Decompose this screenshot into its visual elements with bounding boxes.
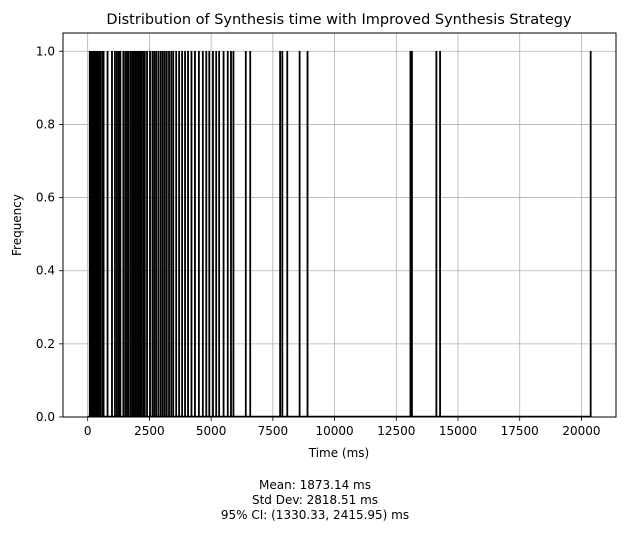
histogram-bar — [286, 50, 289, 418]
histogram-bar — [215, 50, 218, 418]
histogram-bar — [226, 50, 229, 418]
histogram-bars — [87, 50, 592, 418]
statistics-summary: Mean: 1873.14 ms Std Dev: 2818.51 ms 95%… — [0, 478, 630, 523]
histogram-bar — [184, 50, 186, 418]
y-tick-label: 0.4 — [36, 264, 55, 278]
plot-frame — [62, 32, 617, 418]
histogram-bar — [439, 50, 441, 418]
histogram-bar — [129, 50, 132, 418]
histogram-bar — [279, 50, 282, 418]
histogram-bar — [135, 50, 138, 418]
y-tick-label: 0.6 — [36, 191, 55, 205]
histogram-bar — [124, 50, 127, 418]
histogram-bar — [172, 50, 175, 418]
histogram-bar — [165, 50, 168, 418]
histogram-bar — [175, 50, 178, 418]
histogram-bar — [137, 50, 140, 418]
x-tick-label: 7500 — [258, 424, 289, 438]
y-tick-label: 0.0 — [36, 410, 55, 424]
histogram-bar — [190, 50, 193, 418]
x-tick-label: 5000 — [196, 424, 227, 438]
x-tick-label: 17500 — [501, 424, 539, 438]
y-tick-label: 1.0 — [36, 44, 55, 58]
histogram-bar — [589, 50, 592, 418]
histogram-bar — [181, 50, 184, 418]
histogram-bar — [114, 50, 116, 418]
x-tick-label: 2500 — [134, 424, 165, 438]
histogram-bar — [126, 50, 128, 418]
histogram-bar — [122, 50, 125, 418]
x-tick-label: 10000 — [315, 424, 353, 438]
histogram-bar — [91, 50, 93, 418]
x-tick-label: 0 — [84, 424, 92, 438]
histogram-bar — [249, 50, 252, 418]
histogram-bar — [178, 50, 181, 418]
y-tick-label: 0.2 — [36, 337, 55, 351]
histogram-bar — [187, 50, 189, 418]
histogram-bar — [119, 50, 122, 418]
histogram-bar — [106, 50, 109, 418]
histogram-bar — [411, 50, 413, 418]
y-axis-ticks: 0.0 0.2 0.4 0.6 0.8 1.0 — [36, 44, 63, 424]
histogram-bar — [194, 50, 196, 418]
histogram-bar — [157, 50, 160, 418]
histogram-bar — [111, 50, 113, 418]
histogram-bar — [101, 50, 104, 418]
histogram-bar — [117, 50, 120, 418]
histogram-bar — [116, 50, 118, 418]
y-axis-label: Frequency — [10, 194, 24, 256]
histogram-chart: Distribution of Synthesis time with Impr… — [10, 12, 617, 460]
histogram-bar — [143, 50, 146, 418]
histogram-bar — [155, 50, 158, 418]
histogram-bar — [153, 50, 156, 418]
histogram-bar — [212, 50, 214, 418]
histogram-bar — [168, 50, 170, 418]
histogram-bar — [149, 50, 151, 418]
histogram-bar — [140, 50, 143, 418]
histogram-bar — [218, 50, 221, 418]
histogram-bar — [96, 50, 99, 418]
histogram-bar — [161, 50, 164, 418]
histogram-bar — [102, 50, 105, 418]
histogram-bar — [142, 50, 144, 418]
histogram-bar — [230, 50, 232, 418]
confidence-interval-annotation: 95% CI: (1330.33, 2415.95) ms — [220, 508, 410, 522]
std-dev-annotation: Std Dev: 2818.51 ms — [251, 493, 379, 507]
histogram-bar — [163, 50, 166, 418]
histogram-bar — [132, 50, 135, 418]
mean-annotation: Mean: 1873.14 ms — [259, 478, 371, 492]
histogram-bar — [151, 50, 154, 418]
histogram-bar — [281, 50, 284, 418]
histogram-bar — [138, 50, 141, 418]
histogram-bar — [170, 50, 173, 418]
x-tick-label: 15000 — [439, 424, 477, 438]
chart-title: Distribution of Synthesis time with Impr… — [106, 12, 572, 28]
histogram-bar — [298, 50, 301, 418]
histogram-bar — [146, 50, 148, 418]
histogram-bar — [244, 50, 247, 418]
histogram-bar — [232, 50, 235, 418]
histogram-bar — [222, 50, 225, 418]
x-axis-ticks: 0 2500 5000 7500 10000 12500 15000 17500 20000 — [84, 417, 601, 438]
x-tick-label: 20000 — [562, 424, 600, 438]
histogram-bar — [306, 50, 309, 418]
histogram-bar — [134, 50, 137, 418]
histogram-bar — [208, 50, 211, 418]
grid-lines — [63, 33, 616, 418]
histogram-bar — [127, 50, 130, 418]
histogram-bar — [197, 50, 200, 418]
y-tick-label: 0.8 — [36, 117, 55, 131]
histogram-bar — [409, 50, 412, 418]
histogram-bar — [435, 50, 438, 418]
x-axis-label: Time (ms) — [308, 446, 370, 460]
histogram-bar — [159, 50, 162, 418]
x-tick-label: 12500 — [377, 424, 415, 438]
histogram-bar — [97, 50, 100, 418]
histogram-bar — [201, 50, 204, 418]
histogram-bar — [99, 50, 102, 418]
histogram-bar — [205, 50, 208, 418]
